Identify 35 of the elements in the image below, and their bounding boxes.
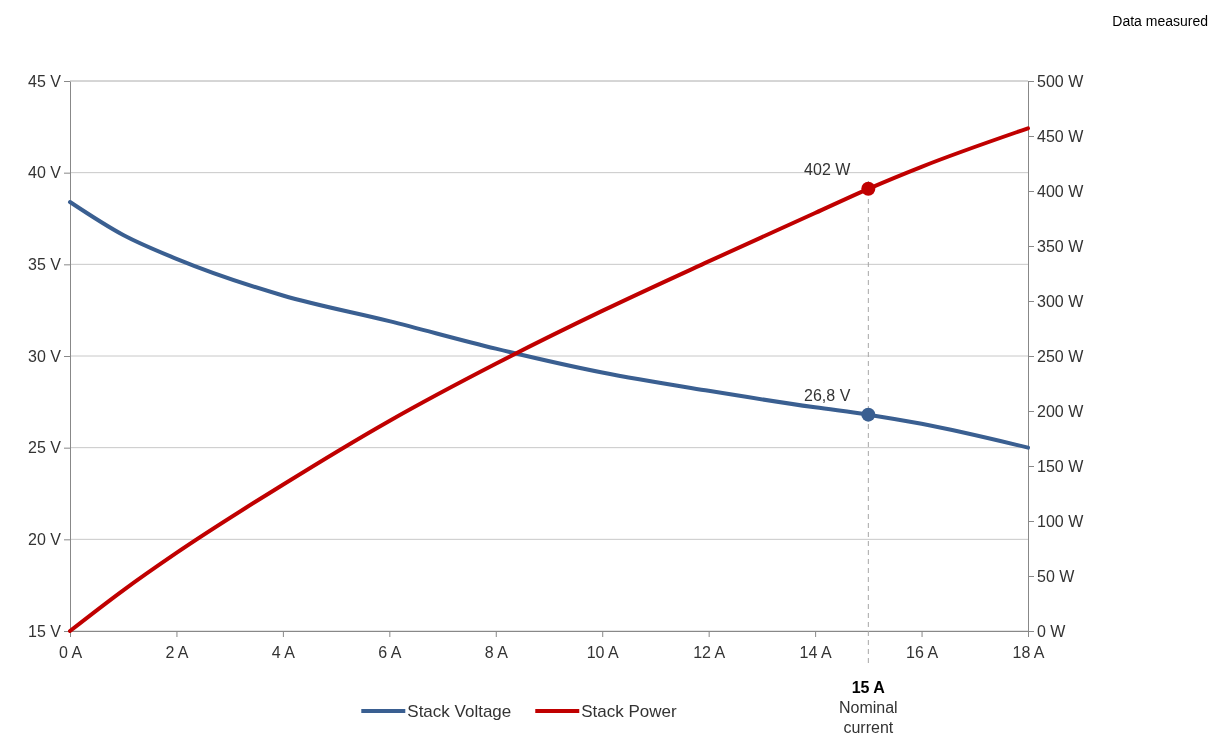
- y2-tick-label: 350 W: [1037, 237, 1085, 255]
- y-tick-label: 35 V: [28, 255, 62, 273]
- x-tick-label: 0 A: [58, 644, 83, 662]
- text: Data measured: [1112, 13, 1208, 29]
- ref-line-label: 15 A Nominal current: [838, 679, 898, 736]
- y-tick-label: 25 V: [28, 439, 62, 457]
- y-tick-label: 15 V: [28, 622, 62, 640]
- y2-tick-label: 50 W: [1037, 567, 1076, 585]
- legend-label: Stack Power: [581, 702, 678, 721]
- legend-label: Stack Voltage: [407, 702, 512, 721]
- line-series: [68, 200, 1030, 450]
- y2-tick-label: 100 W: [1037, 512, 1085, 530]
- data-label: 402 W: [804, 160, 852, 178]
- x-tick-label: 18 A: [1012, 644, 1045, 662]
- y-tick-label: 30 V: [28, 347, 62, 365]
- x-tick-label: 14 A: [799, 644, 832, 662]
- y2-tick-label: 0 W: [1037, 622, 1067, 640]
- x-tick-label: 6 A: [378, 644, 402, 662]
- y2-tick-label: 150 W: [1037, 457, 1085, 475]
- y2-tick-label: 250 W: [1037, 347, 1085, 365]
- x-tick-label: 2 A: [165, 644, 189, 662]
- x-tick-label: 10 A: [586, 644, 620, 662]
- x-tick-label: 12 A: [693, 644, 726, 662]
- y2-tick-label: 400 W: [1037, 182, 1085, 200]
- data-label: 26,8 V: [804, 386, 851, 404]
- y-tick-label: 40 V: [28, 164, 62, 182]
- y2-tick-label: 200 W: [1037, 402, 1085, 420]
- x-tick-label: 8 A: [484, 644, 509, 662]
- y2-tick-label: 500 W: [1037, 72, 1085, 90]
- x-tick-label: 16 A: [906, 644, 939, 662]
- x-tick-label: 4 A: [271, 644, 296, 662]
- y2-tick-label: 450 W: [1037, 127, 1085, 145]
- y-tick-label: 20 V: [28, 530, 62, 548]
- y2-tick-label: 300 W: [1037, 292, 1085, 310]
- y-tick-label: 45 V: [28, 72, 62, 90]
